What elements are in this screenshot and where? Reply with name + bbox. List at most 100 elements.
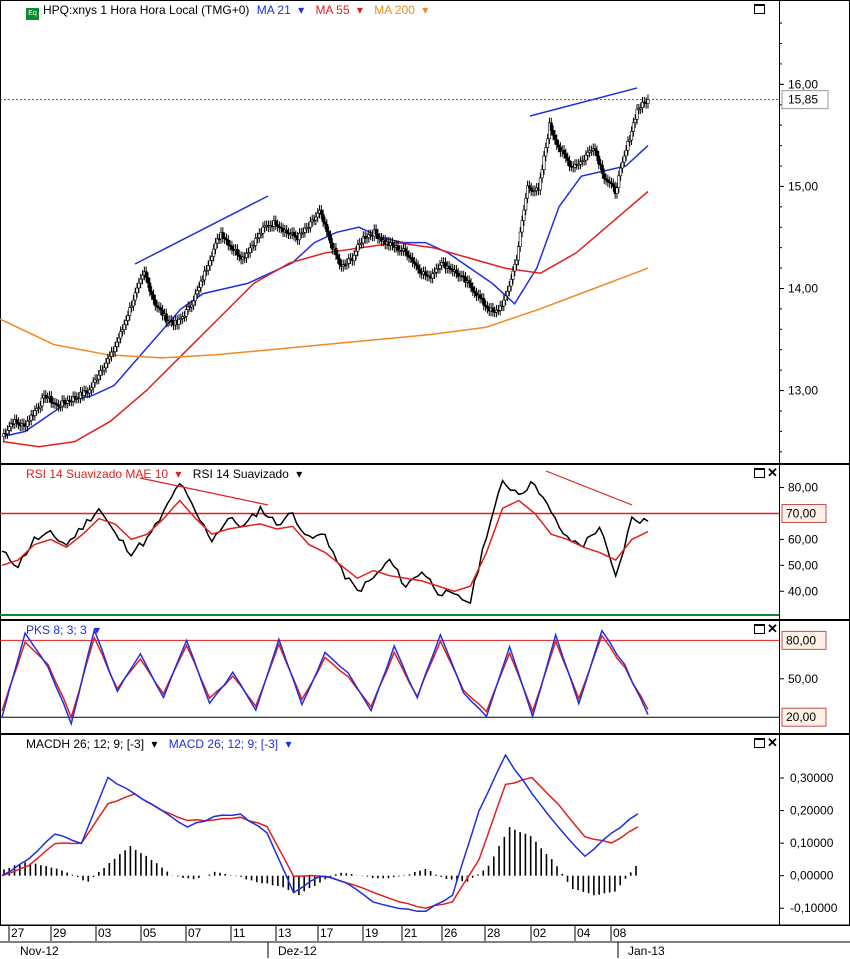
candle-body (119, 331, 123, 339)
candle-body (407, 254, 411, 258)
candle-body (58, 405, 62, 408)
candle-body (141, 274, 145, 280)
candle-body (139, 278, 143, 284)
y-tick-label: 40,00 (788, 584, 818, 598)
ma55-label[interactable]: MA 55 ▾ (315, 3, 363, 17)
candle-body (440, 262, 444, 266)
candle-body (131, 299, 135, 307)
candle-body (485, 306, 489, 309)
ma200-label[interactable]: MA 200 ▾ (374, 3, 429, 17)
candle-body (186, 306, 190, 310)
series-line-pks (1, 627, 649, 727)
candle-body (15, 419, 19, 423)
eq-icon[interactable]: Eq (26, 8, 39, 20)
candle-body (97, 374, 101, 380)
macd-panel-header: MACDH 26; 12; 9; [-3] ▾ MACD 26; 12; 9; … (26, 737, 300, 751)
candle-body (11, 423, 15, 425)
candle-body (108, 356, 112, 360)
candle-body (2, 433, 6, 437)
candle-body (504, 295, 508, 301)
candle-body (104, 362, 108, 369)
candle-body (555, 139, 559, 146)
candle-body (411, 257, 415, 263)
candle-body (586, 151, 590, 156)
candle-body (82, 390, 86, 396)
maximize-icon[interactable] (754, 738, 765, 748)
candle-body (533, 190, 537, 192)
macdh-label[interactable]: MACDH 26; 12; 9; [-3] ▾ (26, 737, 158, 751)
candle-body (36, 407, 40, 410)
candle-body (201, 279, 205, 282)
candle-body (226, 239, 230, 246)
x-tick-label: 27 (11, 926, 25, 940)
candle-body (338, 258, 342, 265)
candle-body (515, 259, 519, 265)
candle-body (16, 422, 20, 425)
month-label: Jan-13 (628, 944, 665, 958)
candle-body (619, 167, 623, 177)
candle-body (195, 290, 199, 295)
candle-body (496, 309, 500, 312)
close-icon[interactable]: ✕ (767, 465, 778, 480)
candle-body (403, 248, 407, 252)
candle-body (323, 221, 327, 225)
rsi-label[interactable]: RSI 14 Suavizado ▾ (192, 467, 303, 481)
candle-body (376, 233, 380, 239)
candle-body (144, 271, 148, 278)
candle-body (199, 280, 203, 288)
panel-frame (0, 0, 850, 464)
candle-body (148, 282, 152, 292)
macd-label[interactable]: MACD 26; 12; 9; [-3] ▾ (168, 737, 292, 751)
last-price-box (781, 90, 829, 110)
candle-body (513, 263, 517, 272)
candle-body (509, 278, 513, 287)
maximize-icon[interactable] (754, 468, 765, 478)
close-icon[interactable]: ✕ (767, 621, 778, 636)
candle-body (203, 270, 207, 281)
candle-body (248, 247, 252, 253)
candle-body (522, 209, 526, 221)
candle-body (151, 294, 155, 300)
candle-body (474, 292, 478, 297)
candle-body (206, 265, 210, 271)
candle-body (568, 160, 572, 167)
candle-body (100, 369, 104, 372)
series-line-rsi-mae (1, 499, 649, 593)
candle-body (159, 307, 163, 311)
candle-body (91, 381, 95, 389)
candle-body (354, 250, 358, 256)
candle-body (4, 433, 8, 435)
series-line-ma-55 (2, 190, 649, 448)
candle-body (549, 122, 553, 131)
candle-body (367, 234, 371, 238)
candle-body (285, 229, 289, 234)
ma21-label[interactable]: MA 21 ▾ (256, 3, 305, 17)
candle-body (221, 232, 225, 238)
candle-body (566, 157, 570, 161)
candle-body (22, 423, 26, 426)
candle-body (259, 233, 263, 235)
candle-body (516, 246, 520, 261)
rsi-mae-label[interactable]: RSI 14 Suavizado MAE 10 ▾ (26, 467, 182, 481)
candle-body (641, 101, 645, 108)
candle-body (562, 150, 566, 155)
pks-panel-header[interactable]: PKS 8; 3; 3 ▾ (26, 623, 101, 637)
maximize-icon[interactable] (754, 4, 765, 14)
candle-body (438, 264, 442, 269)
candle-body (558, 147, 562, 152)
close-icon[interactable]: ✕ (767, 735, 778, 750)
last-price-label: 15,85 (788, 93, 818, 107)
x-tick-label: 08 (613, 926, 627, 940)
candle-body (46, 397, 50, 399)
instrument-title[interactable]: HPQ:xnys 1 Hora Hora Local (TMG+0) (43, 3, 250, 17)
candle-body (418, 268, 422, 273)
candle-body (66, 400, 70, 404)
candle-body (396, 245, 400, 251)
candle-body (124, 320, 128, 325)
candle-body (469, 282, 473, 288)
candle-body (55, 403, 59, 406)
candle-body (230, 245, 234, 250)
maximize-icon[interactable] (754, 624, 765, 634)
candle-body (443, 262, 447, 269)
candle-body (192, 300, 196, 306)
